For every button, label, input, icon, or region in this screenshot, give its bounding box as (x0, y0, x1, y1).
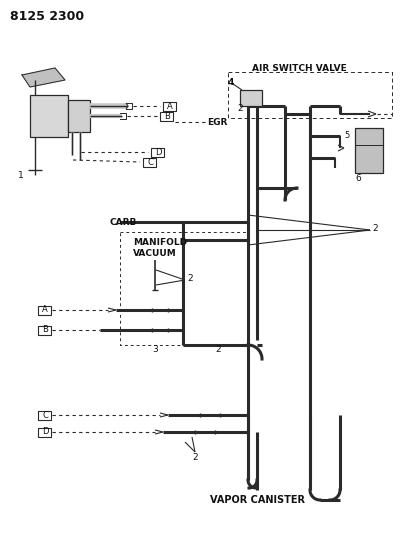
Bar (38, 326, 52, 335)
Text: C: C (147, 157, 153, 166)
Text: 2: 2 (236, 103, 242, 112)
Bar (151, 148, 164, 157)
Bar (38, 427, 52, 437)
Bar (163, 101, 176, 110)
Text: 2: 2 (187, 273, 192, 282)
Bar (239, 90, 261, 106)
Text: C: C (42, 410, 48, 419)
Text: 4: 4 (227, 77, 234, 86)
Polygon shape (22, 68, 65, 87)
Text: 2: 2 (191, 453, 197, 462)
Text: 8125 2300: 8125 2300 (10, 10, 84, 22)
Bar (68, 100, 90, 132)
Text: A: A (42, 305, 48, 314)
Text: 5: 5 (344, 131, 349, 140)
Text: 2: 2 (214, 345, 220, 354)
Text: VAPOR CANISTER: VAPOR CANISTER (209, 495, 304, 505)
Bar (143, 157, 156, 166)
Text: 3: 3 (152, 345, 157, 354)
Text: 6: 6 (354, 174, 360, 182)
Text: D: D (154, 148, 161, 157)
Text: EGR: EGR (207, 117, 227, 126)
Text: A: A (167, 101, 173, 110)
Bar (354, 128, 382, 173)
Text: B: B (42, 326, 48, 335)
Text: B: B (164, 111, 169, 120)
Bar (160, 111, 173, 120)
Text: CARB: CARB (110, 217, 137, 227)
Bar (38, 410, 52, 419)
Bar (38, 305, 52, 314)
Bar (30, 95, 68, 137)
Text: 1: 1 (18, 171, 24, 180)
Text: AIR SWITCH VALVE: AIR SWITCH VALVE (252, 63, 346, 72)
Text: 2: 2 (371, 223, 377, 232)
Text: MANIFOLD
VACUUM: MANIFOLD VACUUM (133, 238, 187, 257)
Text: D: D (42, 427, 48, 437)
